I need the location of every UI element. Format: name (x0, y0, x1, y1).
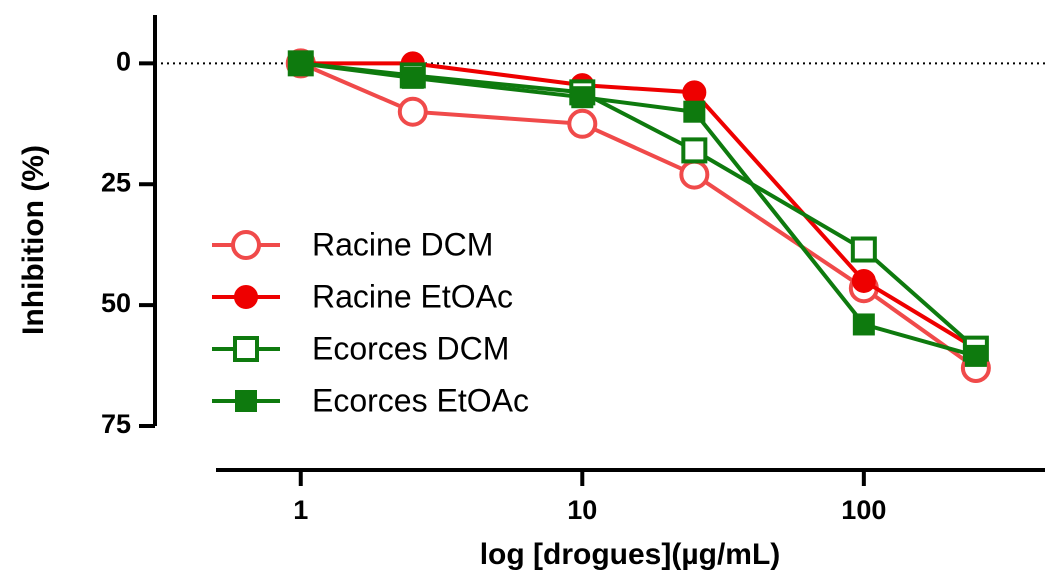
series-line (299, 61, 978, 370)
legend-label: Racine EtOAc (312, 278, 513, 314)
legend-marker (233, 336, 259, 362)
marker (567, 108, 598, 139)
legend-label: Ecorces DCM (312, 330, 509, 366)
legend-marker (231, 230, 261, 260)
marker (571, 86, 594, 109)
marker (401, 66, 424, 89)
legend-marker (235, 390, 257, 412)
x-axis-label: log [drogues](µg/mL) (480, 538, 781, 571)
marker (289, 52, 312, 75)
x-tick-label: 10 (567, 495, 597, 525)
series-line (300, 61, 977, 358)
series-line (300, 61, 977, 351)
y-tick-label: 25 (101, 167, 131, 197)
x-tick-label: 100 (841, 495, 886, 525)
marker (964, 344, 987, 367)
legend-label: Racine DCM (312, 226, 493, 262)
marker (851, 268, 876, 293)
marker (682, 80, 707, 105)
marker (850, 236, 877, 263)
marker (852, 313, 875, 336)
marker (397, 96, 428, 127)
y-tick-label: 75 (101, 409, 131, 439)
y-tick-label: 50 (101, 288, 131, 318)
marker (679, 159, 710, 190)
y-axis-label: Inhibition (%) (17, 145, 50, 335)
legend-label: Ecorces EtOAc (312, 382, 529, 418)
marker (681, 137, 708, 164)
y-tick-label: 0 (116, 46, 131, 76)
legend-marker (234, 285, 258, 309)
marker (683, 100, 706, 123)
x-tick-label: 1 (293, 495, 308, 525)
